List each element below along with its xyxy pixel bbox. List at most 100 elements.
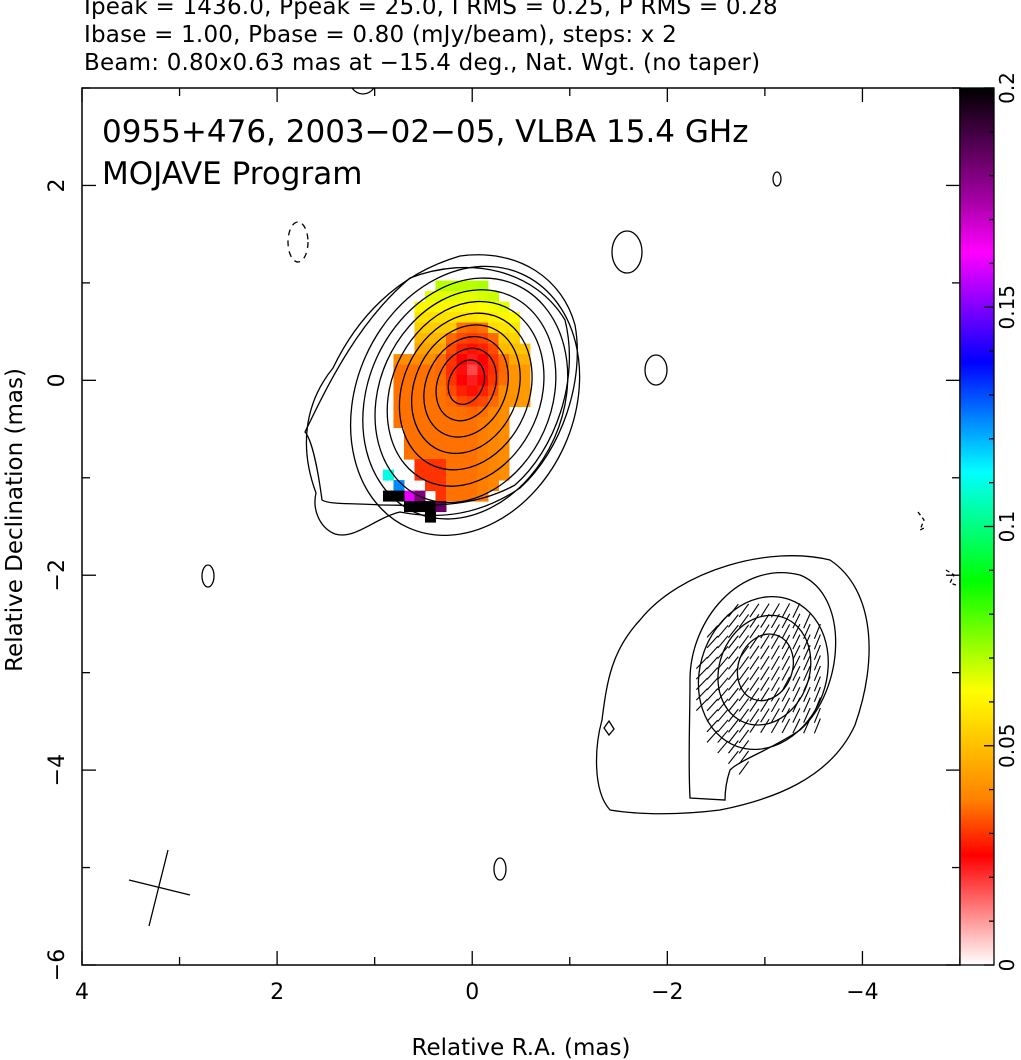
polarization-pixel <box>424 427 436 439</box>
evpa-vector <box>813 697 821 713</box>
evpa-vector <box>717 677 729 691</box>
evpa-vector <box>792 676 801 692</box>
colorbar-tick-labels: 0 0.05 0.1 0.15 0.2 <box>995 72 1019 971</box>
polarization-pixel <box>466 333 478 345</box>
evpa-vector <box>706 730 719 743</box>
polarization-pixel <box>435 490 447 502</box>
evpa-vector <box>738 740 750 754</box>
polarization-pixel <box>519 375 531 387</box>
polarization-pixel <box>456 322 468 334</box>
polarization-pixel <box>498 438 510 450</box>
evpa-vector <box>738 708 750 723</box>
polarization-pixel <box>477 322 489 334</box>
polarization-pixel <box>466 448 478 460</box>
polarization-pixel <box>466 406 478 418</box>
polarization-pixel <box>508 312 520 324</box>
evpa-vector <box>770 603 780 618</box>
colorbar-tick-label: 0.2 <box>995 72 1019 104</box>
core-contour-level <box>386 300 545 487</box>
core-contour-2 <box>304 266 571 507</box>
core-contour-level <box>374 289 557 504</box>
evpa-vector <box>770 613 780 629</box>
polarization-pixel <box>466 490 478 502</box>
polarization-pixel <box>393 490 405 502</box>
polarization-pixel <box>466 417 478 429</box>
polarization-pixel <box>403 364 415 376</box>
y-tick-label: 2 <box>45 178 70 192</box>
polarization-pixel <box>477 343 489 355</box>
polarization-pixel <box>382 469 394 481</box>
evpa-vector <box>728 750 739 765</box>
polarization-pixel <box>487 480 499 492</box>
evpa-vector <box>760 708 770 723</box>
evpa-vector <box>717 624 729 638</box>
polarization-pixel <box>487 469 499 481</box>
evpa-vector <box>728 677 739 691</box>
evpa-vector <box>738 645 750 660</box>
x-tick-label: −2 <box>651 980 683 1005</box>
evpa-vector <box>792 655 801 671</box>
polarization-pixel <box>477 291 489 303</box>
evpa-vector <box>781 708 791 723</box>
evpa-vector <box>749 613 760 628</box>
polarization-pixel <box>424 375 436 387</box>
evpa-vector <box>706 719 719 733</box>
evpa-vector <box>792 707 801 723</box>
polarization-pixel <box>445 459 457 471</box>
evpa-vector <box>695 656 708 670</box>
polarization-pixel <box>477 469 489 481</box>
evpa-vector <box>813 676 821 692</box>
evpa-vector <box>738 624 750 639</box>
evpa-vector <box>792 718 801 734</box>
polarization-pixel <box>456 280 468 292</box>
evpa-vector <box>781 613 791 629</box>
core-contour-level <box>435 347 498 422</box>
polarization-pixel <box>424 312 436 324</box>
core-contour-level <box>423 335 509 438</box>
polarization-pixel <box>445 417 457 429</box>
polarization-pixel <box>519 385 531 397</box>
polarization-pixel <box>435 301 447 313</box>
polarization-pixel <box>445 490 457 502</box>
polarization-pixel <box>403 427 415 439</box>
evpa-vector <box>781 624 791 639</box>
evpa-vector <box>813 665 821 682</box>
evpa-vector <box>803 623 811 639</box>
polarization-pixel <box>424 364 436 376</box>
polarization-pixel <box>393 375 405 387</box>
polarization-pixel <box>487 438 499 450</box>
evpa-vector <box>738 656 750 670</box>
polarization-pixel <box>414 364 426 376</box>
evpa-vector <box>760 697 770 712</box>
polarization-pixel <box>487 448 499 460</box>
polarization-pixel <box>508 364 520 376</box>
evpa-vector <box>781 687 791 702</box>
polarization-pixel <box>424 448 436 460</box>
evpa-vector <box>738 698 750 712</box>
polarization-pixel <box>414 385 426 397</box>
polarization-pixel <box>487 417 499 429</box>
polarization-pixel <box>477 333 489 345</box>
evpa-vector <box>738 666 750 681</box>
evpa-vector <box>728 698 739 712</box>
evpa-vector <box>813 623 821 640</box>
evpa-vector <box>781 645 791 660</box>
evpa-vector <box>760 676 770 691</box>
polarization-pixel <box>424 469 436 481</box>
polarization-pixel <box>456 291 468 303</box>
polarization-pixel <box>456 343 468 355</box>
evpa-vector <box>728 635 739 649</box>
polarization-pixel <box>445 438 457 450</box>
colorbar-tick-label: 0 <box>995 959 1019 972</box>
polarization-pixel <box>466 280 478 292</box>
evpa-vector <box>706 667 719 680</box>
polarization-pixel <box>477 375 489 387</box>
evpa-vector <box>749 603 760 618</box>
beam-ellipse-marker <box>128 849 191 927</box>
polarization-pixel <box>487 406 499 418</box>
polarization-pixel <box>466 301 478 313</box>
plot-title-line-2: MOJAVE Program <box>102 156 362 192</box>
evpa-vector <box>770 697 780 713</box>
colorbar-tick-label: 0.05 <box>995 723 1019 768</box>
